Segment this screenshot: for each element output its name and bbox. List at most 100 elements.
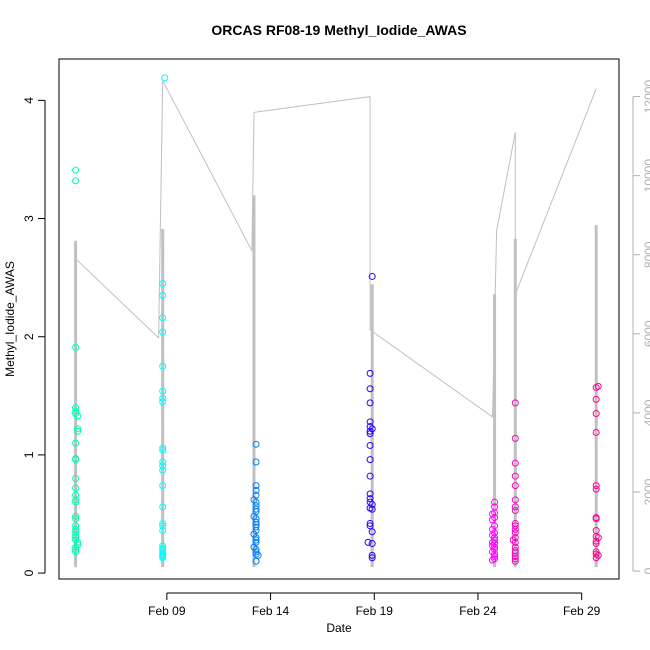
data-point — [509, 536, 517, 544]
data-point — [511, 496, 519, 504]
data-point — [72, 496, 80, 504]
data-point — [366, 456, 374, 464]
data-point — [491, 498, 499, 506]
data-point — [159, 398, 167, 406]
x-axis-label: Date — [326, 621, 352, 635]
data-point — [366, 423, 374, 431]
data-point — [159, 527, 167, 535]
data-point — [159, 554, 167, 562]
data-point — [592, 384, 600, 392]
y-axis-left: 0 1 2 3 4 — [22, 97, 46, 576]
data-point — [366, 441, 374, 449]
plot-frame — [58, 58, 620, 580]
series-group — [250, 440, 262, 565]
data-point — [592, 485, 600, 493]
data-point — [368, 505, 376, 513]
y2-tick-label: 4000 — [642, 399, 650, 426]
data-point — [594, 534, 602, 542]
y2-tick-label: 0 — [642, 567, 650, 574]
data-point — [159, 291, 167, 299]
data-point — [252, 523, 260, 531]
data-point — [491, 514, 499, 522]
data-point — [254, 551, 262, 559]
data-point — [366, 385, 374, 393]
data-point — [252, 527, 260, 535]
y-tick-label: 3 — [22, 215, 36, 222]
data-point — [72, 166, 80, 174]
data-point — [511, 553, 519, 561]
x-tick-label: Feb 24 — [459, 604, 497, 618]
data-point — [159, 444, 167, 452]
data-point — [74, 425, 82, 433]
data-point — [511, 525, 519, 533]
x-tick-label: Feb 19 — [356, 604, 394, 618]
data-point — [488, 556, 496, 564]
data-point — [592, 540, 600, 548]
data-point — [592, 515, 600, 523]
series-group — [364, 272, 376, 562]
data-point — [159, 482, 167, 490]
x-tick-label: Feb 09 — [148, 604, 186, 618]
data-point — [72, 343, 80, 351]
data-point — [72, 545, 80, 553]
data-point — [159, 446, 167, 454]
data-point — [74, 427, 82, 435]
data-point — [491, 553, 499, 561]
data-point — [159, 394, 167, 402]
data-point — [159, 462, 167, 470]
data-point — [511, 459, 519, 467]
series-group — [72, 166, 82, 556]
data-point — [491, 545, 499, 553]
data-point — [364, 538, 372, 546]
data-point — [72, 531, 80, 539]
data-point — [511, 522, 519, 530]
data-point — [250, 496, 258, 504]
data-point — [72, 475, 80, 483]
y-axis-right: 0 2000 4000 6000 8000 10000 12000 — [632, 80, 650, 574]
data-point — [592, 537, 600, 545]
data-point — [511, 506, 519, 514]
chart-title: ORCAS RF08-19 Methyl_Iodide_AWAS — [211, 22, 466, 38]
data-point — [368, 551, 376, 559]
data-point — [159, 519, 167, 527]
data-point — [368, 501, 376, 509]
data-point — [511, 472, 519, 480]
data-point — [252, 557, 260, 565]
data-point — [368, 272, 376, 280]
data-point — [366, 430, 374, 438]
data-point — [511, 503, 519, 511]
series-group — [592, 382, 602, 562]
data-point — [491, 529, 499, 537]
data-point — [252, 545, 260, 553]
y2-tick-label: 12000 — [642, 80, 650, 114]
data-point — [252, 548, 260, 556]
data-point — [72, 543, 80, 551]
data-points — [72, 74, 602, 565]
data-point — [72, 498, 80, 506]
data-point — [366, 369, 374, 377]
data-point — [159, 466, 167, 474]
y2-tick-label: 10000 — [642, 159, 650, 193]
data-point — [72, 177, 80, 185]
y-axis-label: Methyl_Iodide_AWAS — [3, 261, 17, 377]
data-point — [252, 486, 260, 494]
data-point — [159, 328, 167, 336]
data-point — [252, 482, 260, 490]
x-axis: Feb 09 Feb 14 Feb 19 Feb 24 Feb 29 — [148, 592, 601, 618]
data-point — [511, 529, 519, 537]
data-point — [72, 484, 80, 492]
y2-tick-label: 8000 — [642, 241, 650, 268]
data-point — [159, 362, 167, 370]
data-point — [252, 498, 260, 506]
data-point — [491, 522, 499, 530]
data-point — [592, 428, 600, 436]
data-point — [159, 387, 167, 395]
data-point — [366, 522, 374, 530]
data-point — [252, 440, 260, 448]
data-point — [159, 503, 167, 511]
data-point — [252, 518, 260, 526]
y-tick-label: 4 — [22, 97, 36, 104]
data-point — [366, 418, 374, 426]
series-group — [509, 399, 519, 565]
